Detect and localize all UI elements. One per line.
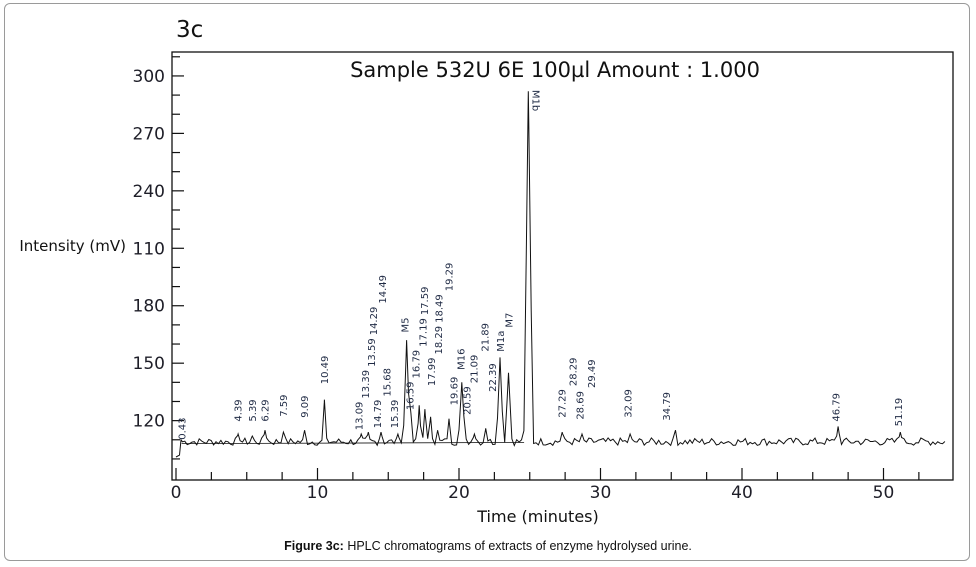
peak-label: 15.39 — [390, 400, 401, 429]
peak-label: 14.49 — [378, 275, 389, 304]
peak-label: 19.69 — [450, 377, 461, 406]
y-tick-label: 120 — [133, 412, 165, 432]
y-axis-label: Intensity (mV) — [19, 237, 126, 255]
peak-label: 4.39 — [234, 399, 245, 421]
peak-label: 13.09 — [355, 402, 366, 431]
peak-label: 46.79 — [832, 393, 843, 422]
panel-label: 3c — [176, 17, 203, 43]
peak-label: M16 — [457, 349, 468, 370]
figure-frame — [4, 3, 970, 561]
peak-label: 28.69 — [575, 391, 586, 420]
peak-label: 5.39 — [248, 399, 259, 421]
peak-label: M7 — [505, 313, 516, 328]
peak-label: 22.39 — [488, 363, 499, 392]
peak-label: 29.49 — [587, 359, 598, 388]
y-tick-label: 300 — [133, 67, 165, 87]
chromatogram-trace — [175, 91, 946, 458]
peak-label: 34.79 — [662, 392, 673, 421]
peak-label: 0.43 — [178, 418, 189, 440]
integration-baseline — [181, 442, 525, 445]
peak-label: 27.29 — [558, 389, 569, 418]
peak-label: 51.19 — [894, 398, 905, 427]
x-tick-label: 30 — [590, 483, 612, 503]
peak-label: 7.59 — [279, 395, 290, 417]
peak-label: 17.19 — [418, 318, 429, 347]
peak-label: 32.09 — [624, 389, 635, 418]
chart-title: Sample 532U 6E 100µl Amount : 1.000 — [350, 58, 760, 82]
y-tick-label: 270 — [133, 124, 165, 144]
peak-label: M5 — [401, 318, 412, 333]
y-tick-label: 150 — [133, 354, 165, 374]
y-tick-label: 180 — [133, 297, 165, 317]
peak-label: 18.29 — [434, 326, 445, 355]
figure-caption: Figure 3c: HPLC chromatograms of extract… — [0, 539, 976, 553]
x-tick-label: 40 — [731, 483, 753, 503]
peak-label: 21.09 — [469, 355, 480, 384]
peak-label: 21.89 — [481, 323, 492, 352]
peak-label: 28.29 — [568, 357, 579, 386]
peak-label: 14.29 — [369, 307, 380, 336]
y-tick-label: 240 — [133, 182, 165, 202]
peak-label: 16.79 — [411, 350, 422, 379]
peak-label: M1a — [496, 331, 507, 352]
peak-label: 9.09 — [300, 395, 311, 417]
peak-label: 10.49 — [320, 356, 331, 385]
peak-label: 6.29 — [261, 399, 272, 421]
peak-label: 13.39 — [361, 370, 372, 399]
peak-label: 20.59 — [462, 386, 473, 415]
peak-label: 14.79 — [373, 400, 384, 429]
peak-label: 18.49 — [435, 294, 446, 323]
caption-label: Figure 3c: — [284, 539, 344, 553]
x-axis-label: Time (minutes) — [476, 507, 599, 526]
x-tick-label: 10 — [307, 483, 329, 503]
peak-label: 17.59 — [420, 287, 431, 316]
peak-label: 19.29 — [445, 263, 456, 292]
peak-label: 16.59 — [406, 381, 417, 410]
x-tick-label: 50 — [873, 483, 895, 503]
peak-label: 15.68 — [382, 368, 393, 397]
peak-label: M1b — [529, 90, 540, 111]
y-tick-label: 110 — [133, 239, 165, 259]
peak-label: 17.99 — [427, 358, 438, 387]
x-tick-label: 20 — [448, 483, 470, 503]
x-tick-label: 0 — [171, 483, 182, 503]
plot-area-border — [171, 51, 954, 481]
caption-text: HPLC chromatograms of extracts of enzyme… — [343, 539, 692, 553]
peak-label: 13.59 — [367, 338, 378, 367]
